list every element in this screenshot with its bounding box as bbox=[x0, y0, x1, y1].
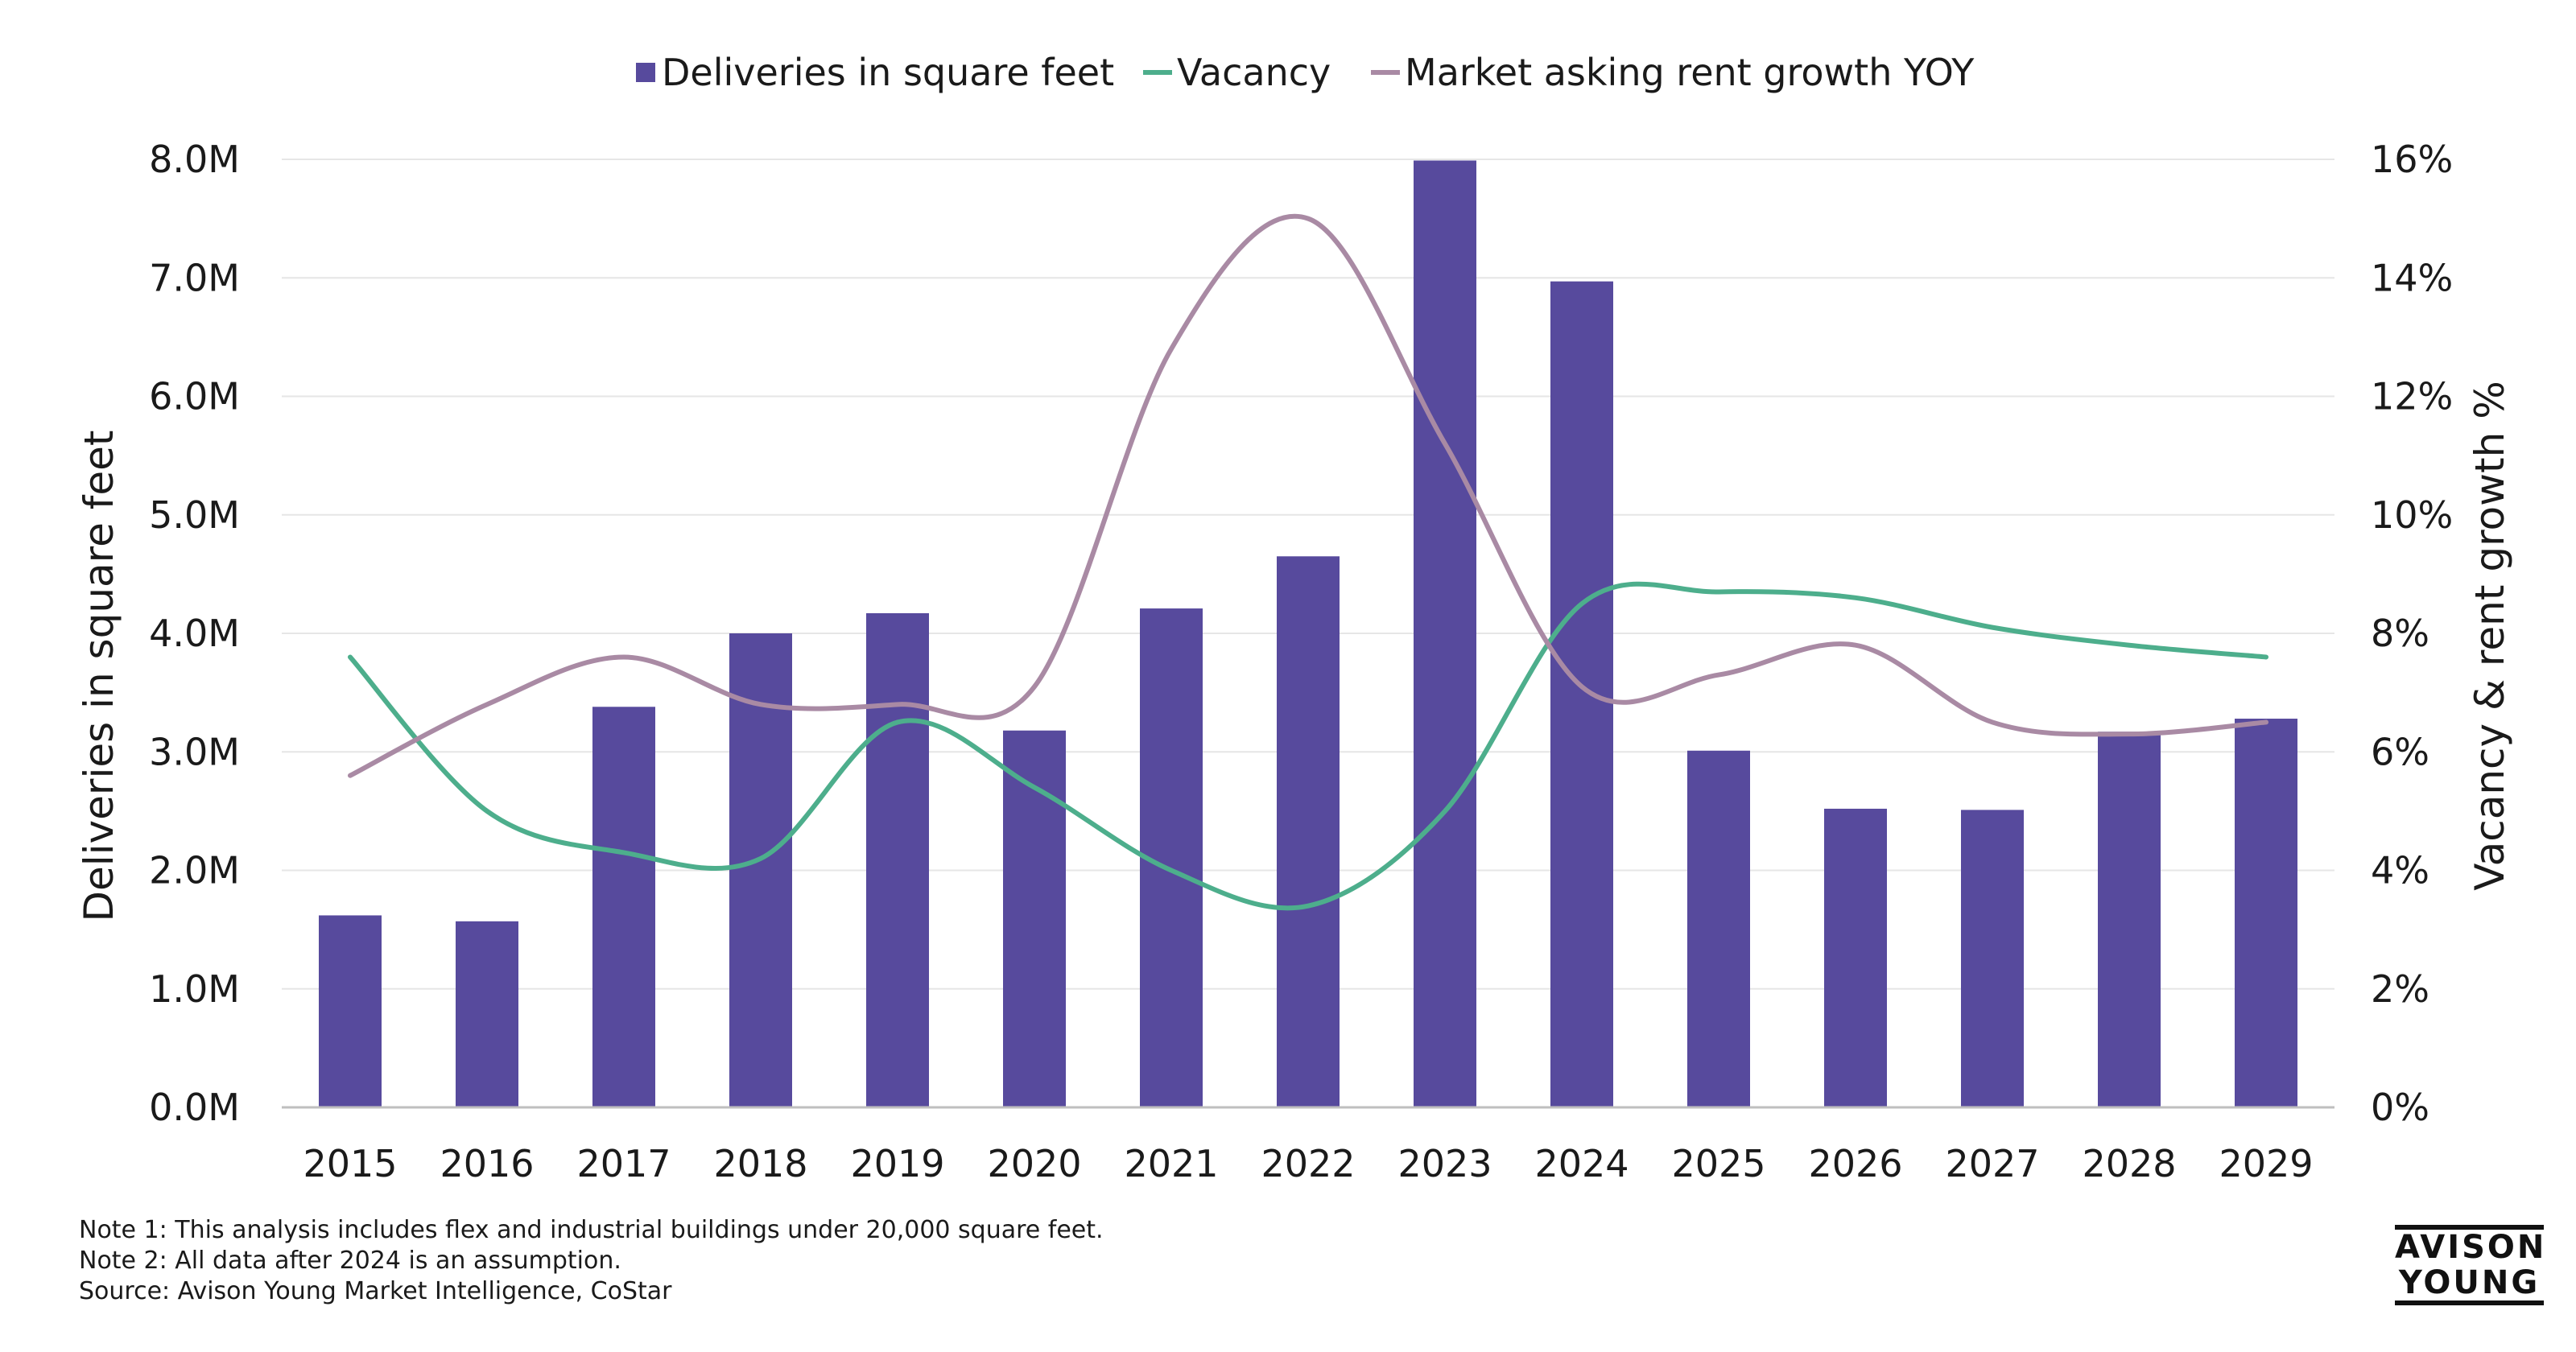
y2-tick-label: 10% bbox=[2371, 493, 2453, 537]
bar bbox=[456, 921, 518, 1107]
line-series bbox=[348, 213, 2268, 911]
y-tick-label: 5.0M bbox=[149, 493, 240, 537]
x-tick-label: 2029 bbox=[2219, 1142, 2313, 1185]
logo-line-1: AVISON bbox=[2395, 1229, 2547, 1266]
y2-axis-title: Vacancy & rent growth % bbox=[2467, 381, 2513, 890]
x-tick-label: 2026 bbox=[1808, 1142, 1902, 1185]
legend-label: Deliveries in square feet bbox=[662, 51, 1114, 94]
bar bbox=[2235, 719, 2297, 1107]
x-tick-label: 2021 bbox=[1124, 1142, 1218, 1185]
x-tick-label: 2015 bbox=[303, 1142, 397, 1185]
y2-tick-label: 14% bbox=[2371, 256, 2453, 299]
logo-top-rule bbox=[2395, 1225, 2544, 1230]
bar bbox=[1824, 808, 1887, 1107]
x-tick-label: 2018 bbox=[713, 1142, 807, 1185]
x-tick-label: 2025 bbox=[1671, 1142, 1765, 1185]
market-asking-rent-growth-yoy-line bbox=[348, 213, 2268, 778]
avison-young-logo: AVISON YOUNG bbox=[2395, 1225, 2544, 1305]
x-tick-label: 2020 bbox=[987, 1142, 1081, 1185]
x-tick-label: 2022 bbox=[1261, 1142, 1355, 1185]
y-tick-label: 2.0M bbox=[149, 849, 240, 892]
bar bbox=[2098, 732, 2161, 1107]
x-tick-label: 2023 bbox=[1397, 1142, 1492, 1185]
y-tick-label: 1.0M bbox=[149, 967, 240, 1011]
y-tick-label: 8.0M bbox=[149, 138, 240, 181]
bar bbox=[866, 612, 929, 1107]
notes: Note 1: This analysis includes flex and … bbox=[79, 1215, 1104, 1307]
bar bbox=[1003, 730, 1066, 1107]
y-tick-label: 4.0M bbox=[149, 612, 240, 655]
axes: 0.0M 1.0M 2.0M 3.0M 4.0M 5.0M 6.0M 7.0M 8.0M 0% 2%… bbox=[149, 138, 2453, 1185]
bar bbox=[319, 915, 382, 1107]
note-2: Note 2: All data after 2024 is an assump… bbox=[79, 1247, 621, 1275]
bar bbox=[1414, 160, 1476, 1107]
x-tick-label: 2017 bbox=[576, 1142, 671, 1185]
logo-bottom-rule bbox=[2395, 1300, 2544, 1305]
y2-tick-label: 2% bbox=[2371, 967, 2429, 1011]
legend-label: Market asking rent growth YOY bbox=[1405, 51, 1975, 94]
bar bbox=[592, 707, 655, 1107]
note-1: Note 1: This analysis includes flex and … bbox=[79, 1216, 1104, 1244]
x-tick-label: 2028 bbox=[2082, 1142, 2176, 1185]
y2-tick-label: 16% bbox=[2371, 138, 2453, 181]
bar bbox=[1550, 281, 1613, 1108]
legend-label: Vacancy bbox=[1177, 51, 1331, 94]
source-note: Source: Avison Young Market Intelligence… bbox=[79, 1277, 672, 1305]
y-tick-label: 3.0M bbox=[149, 730, 240, 773]
y-tick-label: 6.0M bbox=[149, 375, 240, 418]
y2-tick-label: 6% bbox=[2371, 730, 2429, 773]
logo-line-2: YOUNG bbox=[2398, 1264, 2541, 1301]
y-tick-label: 0.0M bbox=[149, 1086, 240, 1129]
bar bbox=[729, 633, 792, 1107]
y2-tick-label: 12% bbox=[2371, 375, 2453, 418]
y2-tick-label: 0% bbox=[2371, 1086, 2429, 1129]
bar bbox=[1277, 556, 1340, 1107]
legend-swatch bbox=[636, 63, 655, 82]
y-tick-label: 7.0M bbox=[149, 256, 240, 299]
bar bbox=[1961, 810, 2024, 1107]
x-tick-label: 2024 bbox=[1534, 1142, 1629, 1185]
x-tick-label: 2019 bbox=[850, 1142, 944, 1185]
x-tick-label: 2027 bbox=[1945, 1142, 2039, 1185]
vacancy-line bbox=[348, 581, 2268, 911]
y2-tick-label: 4% bbox=[2371, 849, 2429, 892]
x-tick-label: 2016 bbox=[440, 1142, 534, 1185]
legend: Deliveries in square feet Vacancy Market a… bbox=[636, 51, 1975, 94]
bar-series bbox=[319, 160, 2297, 1108]
y-axis-title: Deliveries in square feet bbox=[76, 431, 122, 922]
y2-tick-label: 8% bbox=[2371, 612, 2429, 655]
bar bbox=[1687, 750, 1750, 1107]
